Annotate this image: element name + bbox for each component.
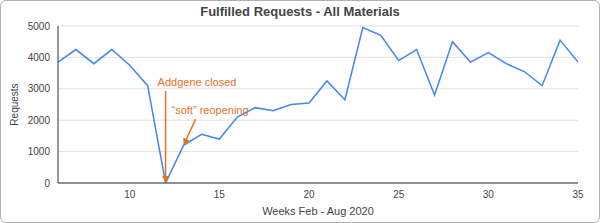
svg-text:4000: 4000 (28, 52, 51, 63)
svg-text:1000: 1000 (28, 146, 51, 157)
svg-text:Addgene closed: Addgene closed (158, 76, 237, 88)
svg-text:35: 35 (572, 189, 584, 200)
svg-text:10: 10 (124, 189, 136, 200)
svg-text:3000: 3000 (28, 83, 51, 94)
svg-text:Requests: Requests (9, 83, 20, 125)
svg-text:30: 30 (483, 189, 495, 200)
svg-text:Weeks Feb - Aug 2020: Weeks Feb - Aug 2020 (262, 205, 374, 217)
svg-text:20: 20 (303, 189, 315, 200)
svg-text:5000: 5000 (28, 21, 51, 32)
svg-text:2000: 2000 (28, 115, 51, 126)
svg-text:25: 25 (393, 189, 405, 200)
svg-text:0: 0 (44, 178, 50, 189)
html-text:Fulfilled Requests - All Mater: Fulfilled Requests - All Materials (200, 4, 400, 19)
svg-text:15: 15 (214, 189, 226, 200)
svg-text:“soft” reopening: “soft” reopening (172, 104, 249, 116)
